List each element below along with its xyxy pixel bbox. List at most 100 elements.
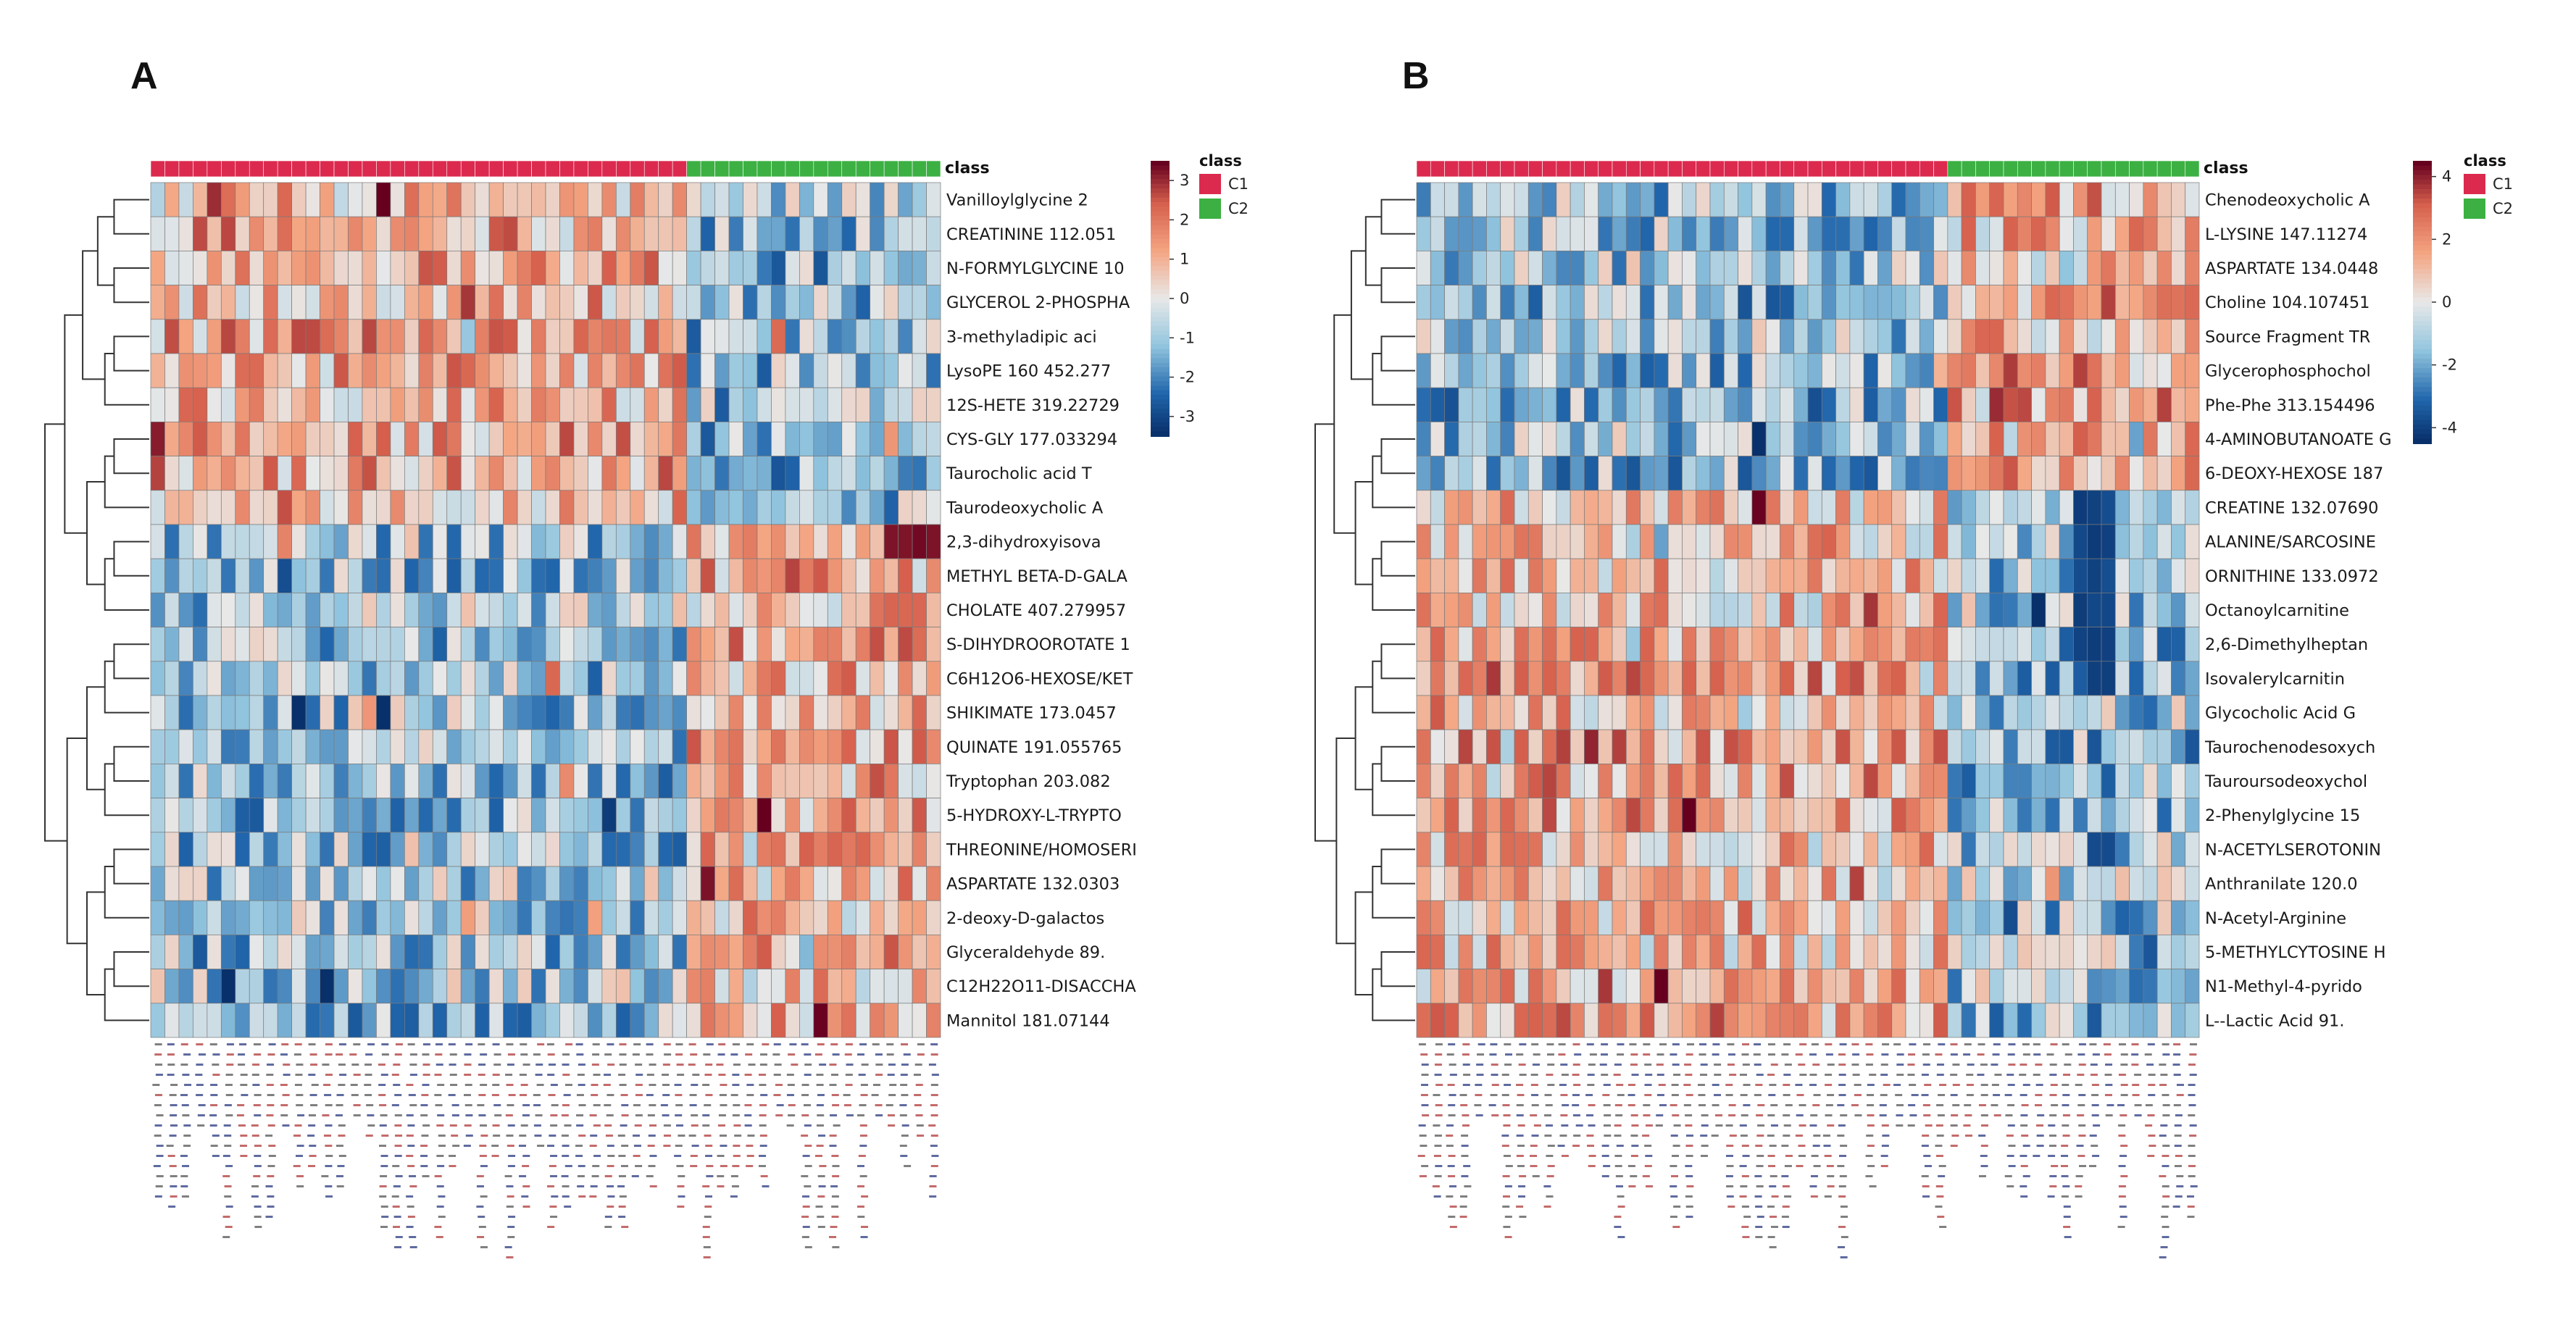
column-label-mark [1701,1114,1709,1116]
heatmap-cell [926,900,941,935]
heatmap-cell [1989,353,2004,388]
heatmap-cell [559,182,575,217]
heatmap-cell [855,764,871,798]
heatmap-cell [207,935,222,969]
heatmap-cell [1835,251,1851,285]
heatmap-cell [1527,900,1543,935]
heatmap-cell [1891,216,1906,251]
row-label: N-ACETYLSEROTONIN [2205,840,2381,859]
column-label-mark [1631,1074,1639,1076]
heatmap-cell [220,1003,236,1038]
heatmap-cell [926,251,941,285]
heatmap-cell [362,285,377,320]
heatmap-cell [2017,935,2032,969]
heatmap-cell [870,251,885,285]
heatmap-cell [249,285,264,320]
column-label-mark [1572,1064,1580,1066]
heatmap-cell [220,661,236,696]
column-label-mark [917,1043,925,1045]
heatmap-cell [1682,353,1697,388]
heatmap-cell [1877,456,1893,491]
column-label-mark [351,1094,359,1096]
heatmap-cell [517,695,532,730]
column-label-mark [1418,1124,1426,1127]
heatmap-cell [799,764,814,798]
heatmap-cell [898,935,913,969]
heatmap-cell [404,1003,420,1038]
heatmap-cell [503,661,518,696]
heatmap-cell [559,900,575,935]
column-label-mark [307,1135,315,1137]
heatmap-cell [643,387,659,422]
heatmap-cell [1472,216,1487,251]
heatmap-cell [813,627,828,662]
column-label-mark [2019,1064,2027,1066]
heatmap-cell [1793,558,1809,593]
heatmap-cell [1849,285,1864,320]
heatmap-cell [2143,216,2158,251]
heatmap-cell [2156,695,2172,730]
column-label-mark [479,1155,487,1157]
column-label-mark [1433,1155,1441,1157]
heatmap-cell [178,661,193,696]
heatmap-cell [1542,387,1557,422]
heatmap-cell [1835,832,1851,867]
column-label-mark [1519,1074,1527,1076]
column-label-mark [1446,1135,1454,1137]
column-label-mark [1558,1053,1566,1056]
column-label-mark [1700,1064,1708,1066]
dendrogram-branch [1380,267,1415,304]
heatmap-cell [249,490,264,525]
heatmap-cell [1947,695,1962,730]
column-label-mark [2020,1195,2028,1198]
column-label-mark [437,1114,445,1116]
column-label-mark [1558,1043,1566,1045]
heatmap-cell [1989,285,2004,320]
heatmap-cell [1430,1003,1445,1038]
column-label-mark [394,1053,402,1056]
column-label-mark [1781,1216,1789,1218]
heatmap-cell [601,182,617,217]
heatmap-cell [855,627,871,662]
column-label-mark [537,1145,545,1147]
column-label-mark [449,1074,457,1076]
column-label-mark [1712,1104,1720,1106]
heatmap-cell [1696,935,1711,969]
column-label-mark [491,1155,499,1157]
column-label-mark [1557,1145,1565,1147]
heatmap-cell [2045,832,2060,867]
heatmap-cell [460,456,476,491]
heatmap-cell [1849,866,1864,901]
column-label-mark [2119,1155,2127,1157]
heatmap-cell [1570,387,1585,422]
heatmap-cell [912,558,927,593]
heatmap-cell [1765,593,1780,627]
dendrogram-branch [66,738,87,945]
heatmap-cell [2101,1003,2116,1038]
heatmap-cell [2017,285,2032,320]
column-label-mark [2089,1165,2097,1167]
heatmap-cell [1975,832,1991,867]
column-label-mark [519,1175,527,1177]
column-label-mark [180,1064,188,1066]
column-label-mark [1728,1104,1736,1106]
heatmap-cell [249,387,264,422]
heatmap-cell [1625,558,1641,593]
column-label-mark [521,1195,529,1198]
heatmap-cell [1780,661,1795,696]
heatmap-cell [178,1003,193,1038]
column-label-mark [1501,1135,1509,1137]
heatmap-cell [291,627,307,662]
column-label-mark [730,1094,738,1096]
column-label-mark [1754,1043,1762,1045]
heatmap-cell [2185,182,2200,217]
heatmap-cell [164,490,180,525]
heatmap-cell [2059,422,2074,456]
heatmap-cell [1625,764,1641,798]
heatmap-cell [1807,866,1822,901]
heatmap-cell [1416,524,1431,559]
column-label-mark [702,1124,710,1127]
class-bar-cell [1598,160,1613,177]
heatmap-cell [1640,695,1655,730]
column-label-mark [1448,1216,1456,1218]
